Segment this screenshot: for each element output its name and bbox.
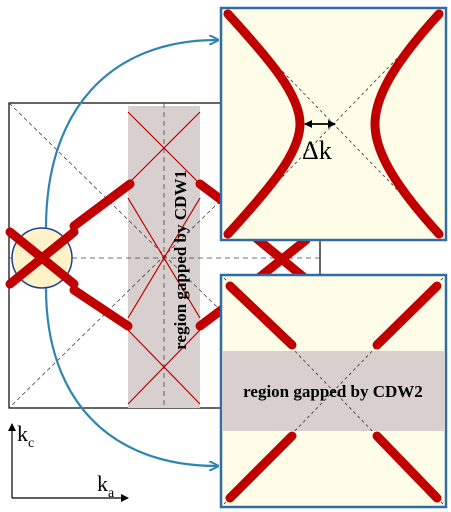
fermi-arc — [372, 431, 442, 503]
fermi-crossing — [5, 227, 79, 289]
gapped-hyperbola-left — [223, 9, 305, 239]
fermi-arc — [69, 179, 135, 231]
gapped-hyperbola-right — [370, 9, 444, 239]
axis-kc-label: kc — [17, 421, 34, 451]
zoom-arrow-bottom — [44, 287, 217, 466]
axes: kc ka — [8, 421, 129, 502]
gapped-fermi-line — [127, 197, 201, 319]
cdw2-region-label: region gapped by CDW2 — [243, 382, 423, 401]
fermi-arc — [69, 285, 133, 331]
gapped-fermi-line — [127, 329, 201, 405]
zoom-panel-bottom: region gapped by CDW2 — [219, 273, 448, 509]
zoom-arrow-top — [44, 40, 217, 229]
asymptote-line — [223, 277, 444, 505]
cdw1-region-label: region gapped by CDW1 — [171, 170, 190, 350]
gap-delta-label: Δk — [302, 136, 332, 165]
fermi-arc — [251, 235, 311, 285]
fermi-arc — [225, 281, 297, 350]
fermi-arc — [372, 281, 442, 350]
zoom-panel-top: Δk — [219, 6, 448, 242]
gapped-fermi-line — [127, 111, 201, 185]
fermi-arc — [225, 431, 297, 503]
axis-ka-label: ka — [97, 471, 115, 501]
